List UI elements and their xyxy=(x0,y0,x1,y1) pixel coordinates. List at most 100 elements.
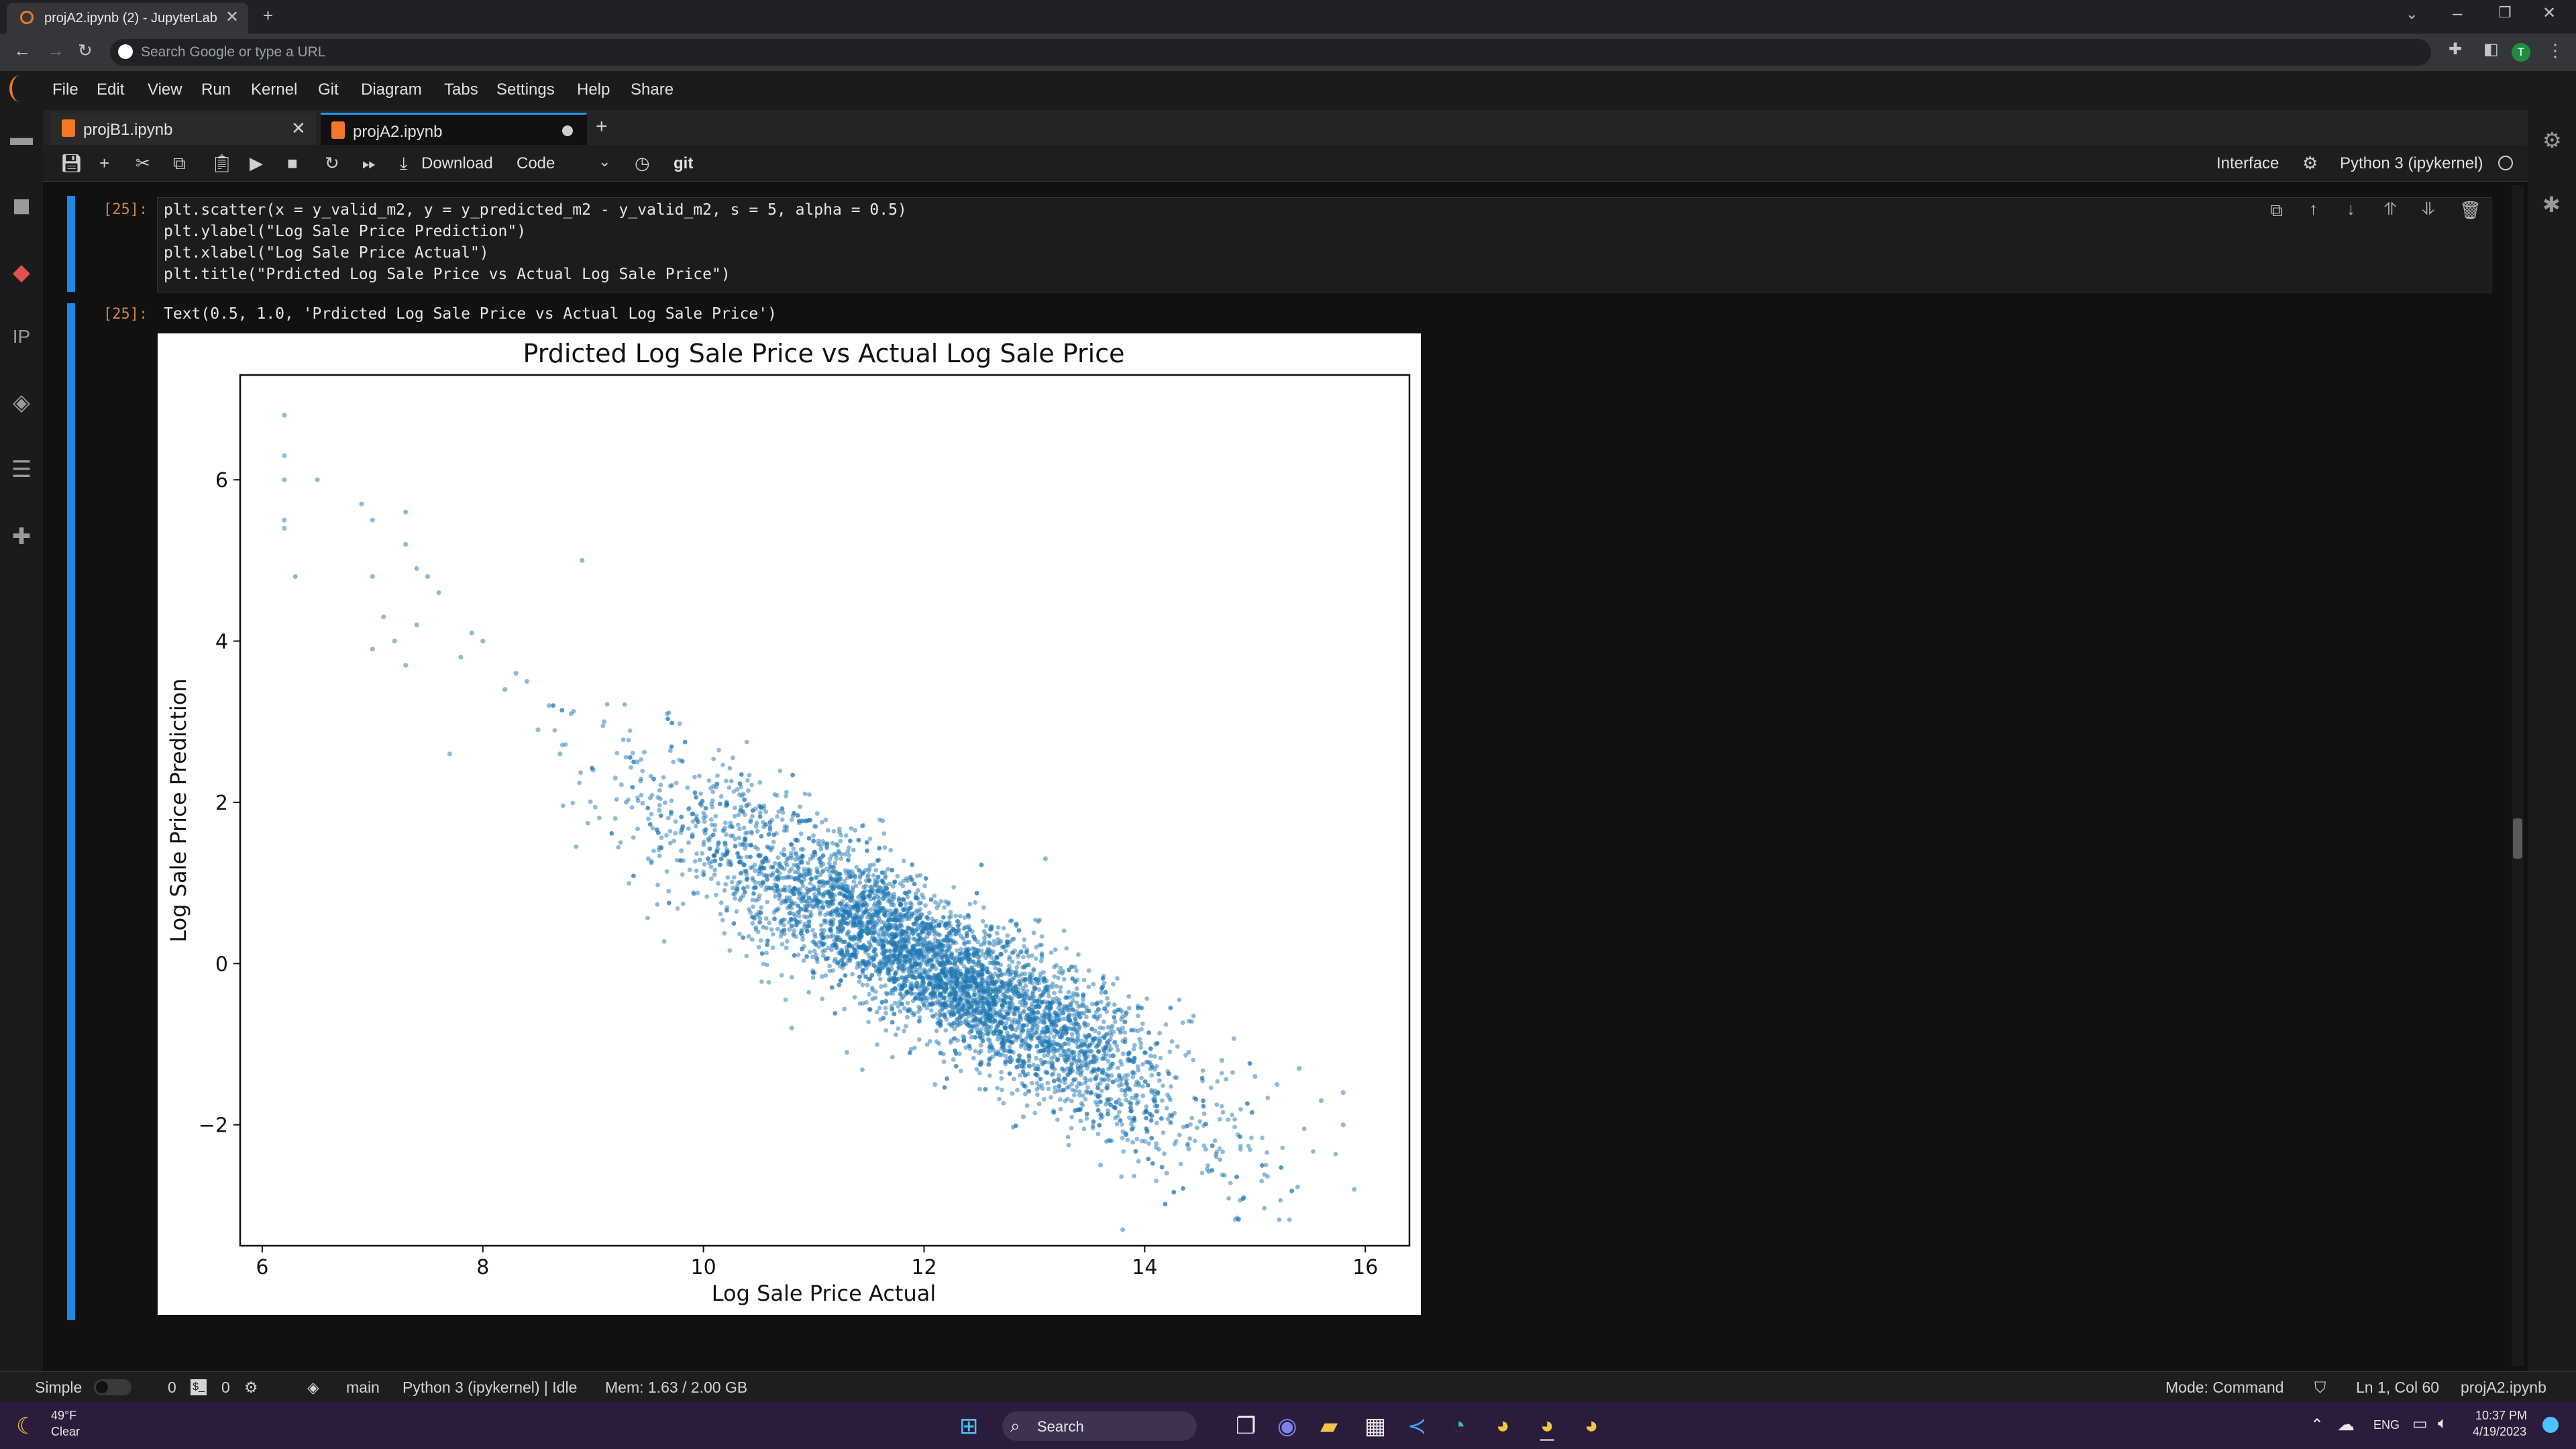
browser-tab[interactable]: projA2.ipynb (2) - JupyterLab ✕ xyxy=(7,3,248,34)
file-browser-icon[interactable]: ▬ xyxy=(10,125,33,150)
tab-projB1[interactable]: projB1.ipynb ✕ xyxy=(51,113,317,145)
cell-input-collapser[interactable] xyxy=(67,196,75,292)
menu-diagram[interactable]: Diagram xyxy=(361,80,422,99)
stop-icon[interactable]: ■ xyxy=(287,153,298,173)
menu-view[interactable]: View xyxy=(148,80,182,99)
history-icon[interactable]: ◷ xyxy=(635,153,650,173)
scatter-point xyxy=(820,974,824,979)
scatter-point xyxy=(961,992,966,998)
menu-edit[interactable]: Edit xyxy=(97,80,125,99)
scatter-point xyxy=(935,938,941,944)
profile-avatar[interactable]: T xyxy=(2512,43,2530,62)
insert-below-icon[interactable]: ⥥ xyxy=(2422,199,2434,219)
menu-share[interactable]: Share xyxy=(631,80,674,99)
running-sessions-icon[interactable]: ◼ xyxy=(11,193,32,218)
scatter-point xyxy=(737,835,742,841)
kernel-name[interactable]: Python 3 (ipykernel) xyxy=(2340,154,2483,172)
unsaved-dot-icon[interactable] xyxy=(562,125,573,136)
scatter-point xyxy=(885,925,890,930)
run-icon[interactable]: ▶ xyxy=(250,153,263,173)
new-launcher-icon[interactable]: + xyxy=(596,115,608,138)
gear-icon[interactable]: ⚙ xyxy=(2302,153,2318,173)
side-panel-icon[interactable]: ◧ xyxy=(2483,40,2499,58)
cut-icon[interactable]: ✂ xyxy=(136,153,150,173)
address-bar[interactable] xyxy=(110,39,2431,66)
minimize-icon[interactable]: – xyxy=(2453,3,2463,23)
menu-kernel[interactable]: Kernel xyxy=(251,80,298,99)
back-icon[interactable]: ← xyxy=(13,40,31,60)
scatter-point xyxy=(707,860,712,865)
code-editor[interactable] xyxy=(157,197,2491,292)
scatter-point xyxy=(1004,988,1009,994)
tab-projA2[interactable]: projA2.ipynb xyxy=(321,113,587,147)
new-tab-icon[interactable]: + xyxy=(263,5,274,25)
copy-icon[interactable]: ⧉ xyxy=(173,153,186,173)
delete-cell-icon[interactable]: 🗑︎ xyxy=(2459,200,2482,220)
run-all-icon[interactable]: ⏩︎ xyxy=(362,153,376,173)
scatter-point xyxy=(667,841,673,846)
scatter-point xyxy=(982,935,987,941)
paste-icon[interactable]: 📋︎ xyxy=(211,153,233,173)
scatter-point xyxy=(1015,1087,1020,1093)
ip-widgets-icon[interactable]: IP xyxy=(12,326,31,347)
cell-output-collapser[interactable] xyxy=(67,303,75,1320)
chevron-down-icon[interactable]: ⌄ xyxy=(598,153,611,170)
save-icon[interactable]: 💾︎ xyxy=(60,153,83,173)
git-button[interactable]: git xyxy=(674,154,694,172)
duplicate-cell-icon[interactable]: ⧉ xyxy=(2270,200,2283,220)
table-of-contents-icon[interactable]: ☰ xyxy=(11,457,32,482)
menu-tabs[interactable]: Tabs xyxy=(444,80,478,99)
scatter-point xyxy=(1098,1163,1104,1168)
extensions-icon[interactable]: ✚ xyxy=(2449,40,2463,58)
scatter-point xyxy=(1050,997,1055,1002)
scatter-point xyxy=(1116,1026,1121,1032)
puzzle-icon[interactable]: ✚ xyxy=(11,524,32,549)
restore-icon[interactable]: ❐ xyxy=(2498,4,2512,21)
scatter-point xyxy=(866,953,871,957)
scatter-point xyxy=(1102,1035,1107,1040)
address-bar-text[interactable]: Search Google or type a URL xyxy=(141,44,326,60)
insert-above-icon[interactable]: ⥣ xyxy=(2384,199,2397,219)
scatter-point xyxy=(823,956,828,961)
debugger-icon[interactable]: ✱ xyxy=(2542,193,2561,217)
scatter-point xyxy=(759,979,764,984)
scatter-point xyxy=(922,938,927,943)
scatter-point xyxy=(753,868,758,873)
scatter-point xyxy=(1155,1120,1159,1126)
restart-icon[interactable]: ↻ xyxy=(325,153,339,173)
reload-icon[interactable]: ↻ xyxy=(78,40,93,60)
browser-menu-icon[interactable]: ⋮ xyxy=(2546,40,2564,60)
scatter-point xyxy=(749,782,755,788)
move-down-icon[interactable]: ↓ xyxy=(2347,199,2355,219)
scatter-point xyxy=(969,1034,974,1040)
insert-cell-icon[interactable]: + xyxy=(99,153,110,173)
scatter-point xyxy=(913,991,918,997)
menu-git[interactable]: Git xyxy=(318,80,339,99)
scatter-point xyxy=(727,785,732,790)
cell-type-select[interactable]: Code xyxy=(517,154,555,172)
scatter-point xyxy=(825,903,830,908)
menu-run[interactable]: Run xyxy=(201,80,231,99)
scatter-point xyxy=(816,944,821,949)
git-icon[interactable]: ◈ xyxy=(12,390,31,415)
interface-switcher[interactable]: Interface xyxy=(2216,154,2279,172)
scatter-point xyxy=(577,780,582,786)
tab-search-icon[interactable]: ⌄ xyxy=(2406,5,2418,22)
scatter-point xyxy=(622,702,627,707)
property-inspector-icon[interactable]: ⚙ xyxy=(2542,128,2562,152)
menu-settings[interactable]: Settings xyxy=(496,80,555,99)
extension-manager-icon[interactable]: ◆ xyxy=(12,260,31,285)
forward-icon[interactable]: → xyxy=(47,40,64,60)
download-icon[interactable]: ⤓ xyxy=(400,153,408,173)
scatter-point xyxy=(1150,1161,1155,1166)
scatter-point xyxy=(818,860,823,865)
move-up-icon[interactable]: ↑ xyxy=(2309,199,2318,219)
close-tab-icon[interactable]: ✕ xyxy=(291,118,306,138)
window-close-icon[interactable]: ✕ xyxy=(2542,4,2557,22)
close-tab-icon[interactable]: ✕ xyxy=(225,8,239,26)
scatter-point xyxy=(807,792,812,797)
menu-file[interactable]: File xyxy=(52,80,78,99)
scatter-point xyxy=(866,1020,871,1024)
download-button[interactable]: Download xyxy=(421,154,493,172)
menu-help[interactable]: Help xyxy=(577,80,610,99)
